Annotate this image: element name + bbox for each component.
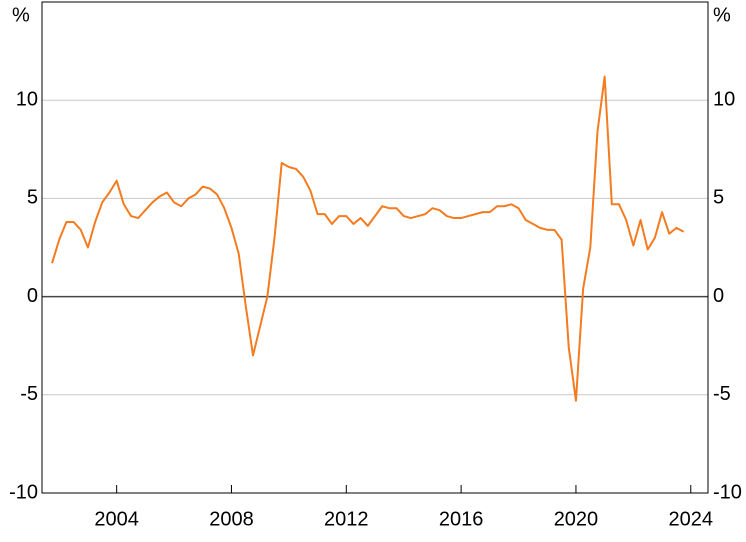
y-tick-label: 5 bbox=[27, 187, 38, 209]
y-tick-label: -5 bbox=[20, 383, 38, 405]
y2-tick-label: 0 bbox=[713, 285, 724, 307]
y2-tick-label: 10 bbox=[713, 88, 735, 110]
y2-tick-label: 5 bbox=[713, 187, 724, 209]
y2-tick-label: -5 bbox=[713, 383, 731, 405]
x-tick-label: 2004 bbox=[94, 508, 139, 530]
plot-frame bbox=[41, 1, 709, 494]
x-tick-label: 2012 bbox=[324, 508, 369, 530]
y2-axis-label: % bbox=[713, 4, 731, 26]
x-tick-label: 2024 bbox=[669, 508, 714, 530]
y2-tick-label: -10 bbox=[713, 481, 742, 503]
y-tick-label: -10 bbox=[9, 481, 38, 503]
y-tick-label: 0 bbox=[27, 285, 38, 307]
y-axis-label: % bbox=[12, 4, 30, 26]
x-tick-label: 2008 bbox=[209, 508, 254, 530]
y-tick-label: 10 bbox=[16, 88, 38, 110]
x-tick-label: 2016 bbox=[439, 508, 484, 530]
line bbox=[51, 75, 685, 402]
x-tick-label: 2020 bbox=[554, 508, 599, 530]
